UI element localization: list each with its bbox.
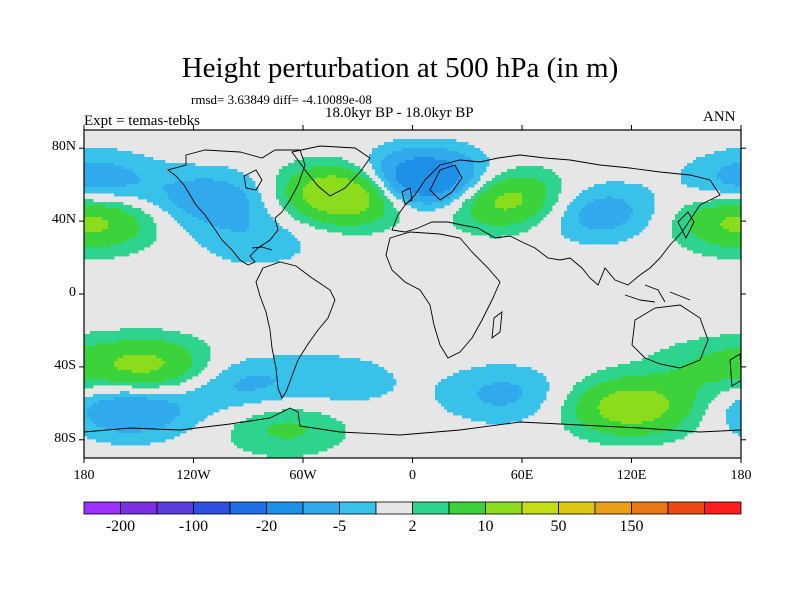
coast-eurasia	[391, 154, 721, 286]
longitude-label: 60W	[289, 468, 317, 483]
coast-scandinavia	[429, 164, 463, 201]
colorbar-label: -20	[255, 518, 278, 535]
longitude-label: 180	[730, 468, 752, 483]
coast-new-zealand	[729, 353, 741, 387]
colorbar-swatch	[229, 501, 267, 515]
colorbar-swatch	[485, 501, 523, 515]
statistics-text: rmsd= 3.63849 diff= -4.10089e-08	[191, 92, 372, 107]
season-label: ANN	[703, 109, 736, 125]
colorbar-swatch	[375, 501, 413, 515]
colorbar-swatch	[412, 501, 450, 515]
colorbar-label: -5	[332, 518, 347, 535]
coast-australia	[631, 304, 709, 369]
coast-indonesia	[624, 284, 691, 303]
colorbar-swatch	[667, 501, 705, 515]
period-text: 18.0kyr BP - 18.0kyr BP	[325, 105, 474, 121]
colorbar-swatch	[83, 501, 121, 515]
coast-south-america	[255, 261, 336, 399]
longitude-label: 0	[409, 468, 416, 483]
map-title: Height perturbation at 500 hPa (in m)	[181, 52, 619, 84]
colorbar-label: 50	[550, 518, 567, 535]
experiment-label: Expt = temas-tebks	[84, 113, 200, 129]
colorbar-swatch	[704, 501, 742, 515]
colorbar-swatch	[594, 501, 632, 515]
colorbar-label: 2	[408, 518, 417, 535]
colorbar-swatch	[302, 501, 340, 515]
axis-ticks	[79, 125, 746, 463]
coast-hudson-bay	[243, 169, 263, 191]
colorbar-swatch	[120, 501, 158, 515]
longitude-label: 60E	[510, 468, 534, 483]
latitude-label: 0	[69, 285, 76, 300]
colorbar-swatch	[558, 501, 596, 515]
longitude-label: 120E	[616, 468, 647, 483]
coast-japan	[677, 211, 695, 240]
colorbar-swatch	[156, 501, 194, 515]
coast-antarctica	[84, 407, 741, 436]
colorbar-label: 150	[619, 518, 644, 535]
colorbar-swatch	[266, 501, 304, 515]
latitude-label: 40S	[54, 357, 76, 373]
coast-britain	[401, 187, 413, 205]
contour-field	[84, 139, 741, 458]
latitude-label: 80S	[54, 430, 76, 446]
colorbar-label: -100	[178, 518, 209, 535]
coastlines	[84, 145, 741, 436]
coast-madagascar	[491, 311, 503, 339]
latitude-label: 80N	[51, 139, 76, 155]
longitude-label: 120W	[176, 468, 211, 483]
coast-africa	[385, 231, 501, 359]
colorbar-swatch	[339, 501, 377, 515]
colorbar-swatch	[193, 501, 231, 515]
colorbar	[83, 501, 742, 515]
colorbar-swatch	[521, 501, 559, 515]
coast-greenland	[291, 145, 371, 197]
colorbar-label: -200	[105, 518, 136, 535]
coast-cuba	[251, 246, 273, 251]
longitude-label: 180	[73, 468, 95, 483]
latitude-label: 40N	[51, 212, 76, 228]
colorbar-label: 10	[477, 518, 494, 535]
coast-north-america	[166, 149, 306, 266]
colorbar-swatch	[448, 501, 486, 515]
colorbar-swatch	[631, 501, 669, 515]
